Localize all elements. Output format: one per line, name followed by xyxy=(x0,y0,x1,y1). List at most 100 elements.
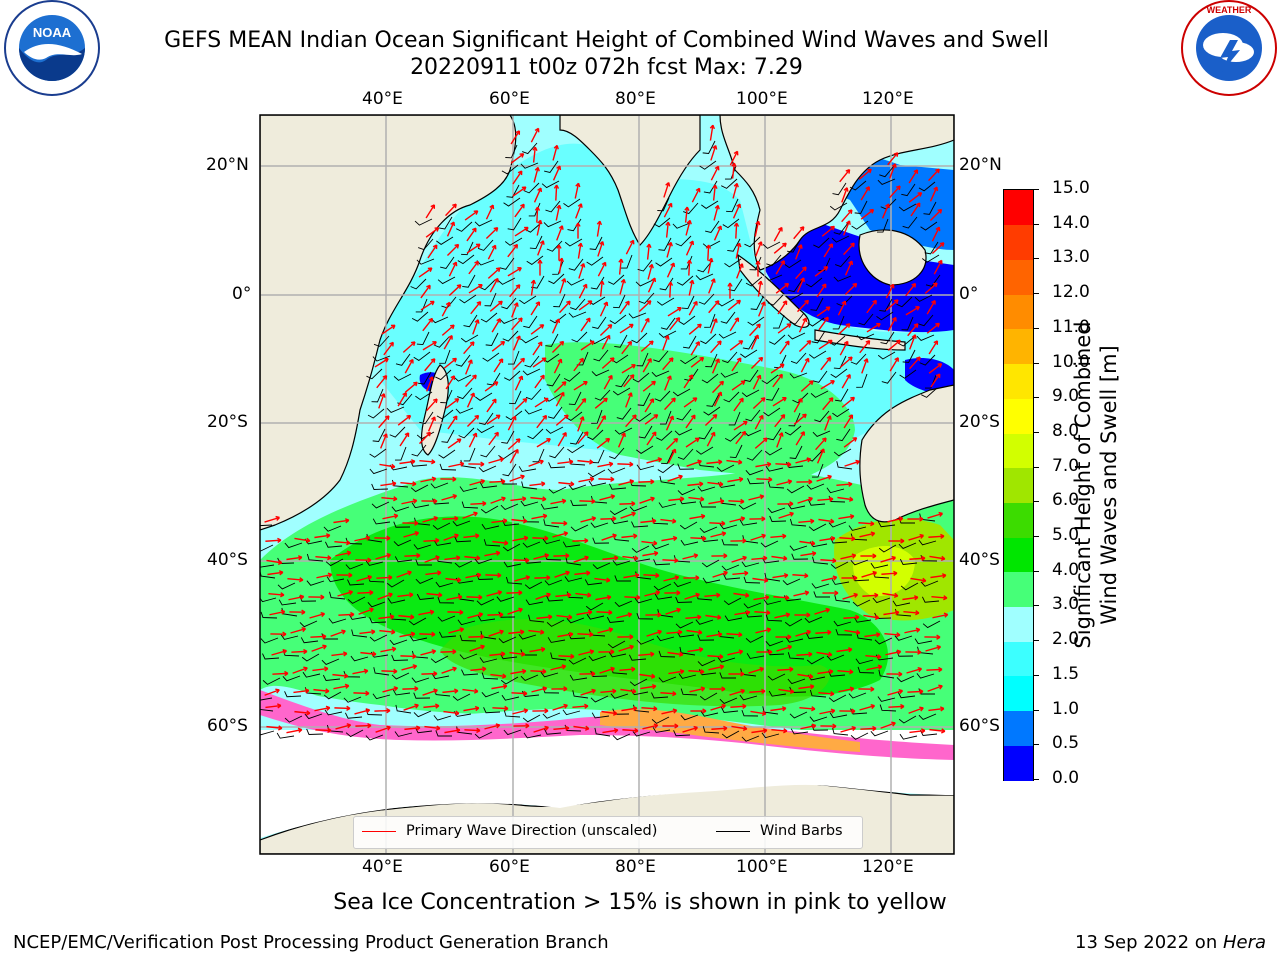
wave-direction-arrowhead xyxy=(736,242,742,248)
wave-direction-arrow xyxy=(552,704,568,711)
wave-direction-arrow xyxy=(579,500,596,503)
wave-direction-arrowhead xyxy=(280,592,285,598)
wave-direction-arrow xyxy=(710,532,726,538)
wave-direction-arrow xyxy=(376,576,393,579)
wind-barb xyxy=(369,468,388,475)
wind-barb xyxy=(260,708,274,712)
wave-direction-arrowhead xyxy=(579,357,584,363)
wave-direction-arrowhead xyxy=(556,204,562,210)
wave-direction-arrowhead xyxy=(556,244,562,249)
wind-barb xyxy=(477,615,496,622)
wave-direction-arrowhead xyxy=(605,437,611,443)
wave-direction-arrowhead xyxy=(766,461,772,468)
wind-barb xyxy=(501,519,520,526)
wind-barb xyxy=(787,678,806,685)
wave-direction-arrowhead xyxy=(548,614,553,620)
wind-barb xyxy=(502,463,517,477)
wind-barb xyxy=(631,521,649,528)
wave-direction-arrowhead xyxy=(804,357,810,363)
wave-direction-arrow xyxy=(797,673,813,678)
wind-barb xyxy=(651,692,669,699)
wind-barb xyxy=(812,556,829,565)
wave-direction-arrowhead xyxy=(556,165,562,171)
wave-direction-arrow xyxy=(750,334,759,350)
wave-direction-arrow xyxy=(442,517,459,520)
wave-direction-arrow xyxy=(689,687,705,693)
wind-barb xyxy=(570,499,588,506)
wave-direction-arrowhead xyxy=(911,282,917,288)
colorbar-tick-label: 12.0 xyxy=(1052,282,1090,303)
wave-direction-arrow xyxy=(926,300,936,315)
wave-direction-arrow xyxy=(446,244,459,257)
wind-barb xyxy=(481,691,500,698)
wave-direction-arrowhead xyxy=(348,572,353,578)
wind-barb xyxy=(371,388,384,403)
wind-barb xyxy=(720,706,739,713)
wave-direction-arrowhead xyxy=(541,357,547,363)
wave-direction-arrowhead xyxy=(727,282,733,287)
wave-direction-arrowhead xyxy=(382,375,388,380)
wind-barb xyxy=(455,407,474,414)
wave-direction-arrowhead xyxy=(521,186,527,192)
wind-barb xyxy=(722,573,741,580)
wave-direction-arrow xyxy=(426,592,443,596)
wave-direction-arrowhead xyxy=(872,725,877,732)
wave-direction-arrow xyxy=(905,283,916,297)
wave-direction-arrow xyxy=(465,374,477,388)
wave-direction-arrow xyxy=(381,496,398,500)
wave-direction-arrowhead xyxy=(717,391,723,397)
wind-barb xyxy=(892,600,911,607)
wave-direction-arrowhead xyxy=(850,242,855,248)
wave-direction-arrow xyxy=(713,391,722,407)
wave-direction-arrow xyxy=(309,613,325,619)
wave-direction-arrowhead xyxy=(851,553,857,559)
wave-direction-arrow xyxy=(507,244,518,258)
colorbar-segment xyxy=(1004,363,1033,399)
wave-direction-arrowhead xyxy=(459,609,464,615)
wave-direction-arrowhead xyxy=(695,592,700,598)
wave-direction-arrow xyxy=(381,670,398,673)
wind-barb xyxy=(365,560,384,566)
lat-tick-left: 20°N xyxy=(206,155,249,175)
wave-direction-arrowhead xyxy=(391,646,397,652)
wind-barb xyxy=(769,334,786,345)
wind-barb xyxy=(505,410,523,421)
wave-direction-arrow xyxy=(799,706,816,710)
wave-direction-arrowhead xyxy=(721,531,727,537)
wave-direction-arrow xyxy=(399,460,415,465)
wave-direction-arrow xyxy=(621,535,638,539)
wave-direction-arrow xyxy=(815,631,832,634)
wave-direction-arrow xyxy=(573,381,588,391)
wave-direction-arrow xyxy=(907,690,924,693)
wave-direction-arrow xyxy=(931,595,948,599)
wave-direction-arrow xyxy=(750,534,766,541)
wave-direction-arrowhead xyxy=(693,725,698,731)
wave-direction-arrow xyxy=(536,415,547,429)
wave-direction-arrowhead xyxy=(723,570,728,576)
wave-direction-arrow xyxy=(403,532,419,538)
wave-direction-arrow xyxy=(710,165,720,181)
wave-direction-arrowhead xyxy=(565,570,570,576)
wind-barb xyxy=(591,409,603,424)
wave-direction-arrowhead xyxy=(634,727,639,734)
wave-direction-arrowhead xyxy=(567,592,572,598)
wave-direction-arrowhead xyxy=(584,703,589,709)
wave-direction-arrow xyxy=(840,554,856,560)
wave-direction-arrowhead xyxy=(305,537,311,544)
wave-direction-arrow xyxy=(638,653,655,657)
wind-barb xyxy=(761,374,779,385)
wave-direction-arrowhead xyxy=(938,666,943,673)
wave-direction-arrowhead xyxy=(692,397,698,402)
wave-direction-arrow xyxy=(448,284,462,296)
wave-direction-arrowhead xyxy=(678,474,683,480)
wave-direction-arrowhead xyxy=(367,557,372,563)
wave-direction-arrow xyxy=(732,183,738,199)
wave-direction-arrow xyxy=(601,357,615,369)
wave-direction-arrowhead xyxy=(471,227,477,233)
wind-barb xyxy=(386,579,405,588)
wave-direction-arrow xyxy=(533,187,542,203)
wave-direction-arrowhead xyxy=(393,496,398,502)
wave-direction-arrow xyxy=(885,299,899,311)
wave-direction-arrow xyxy=(620,688,636,693)
